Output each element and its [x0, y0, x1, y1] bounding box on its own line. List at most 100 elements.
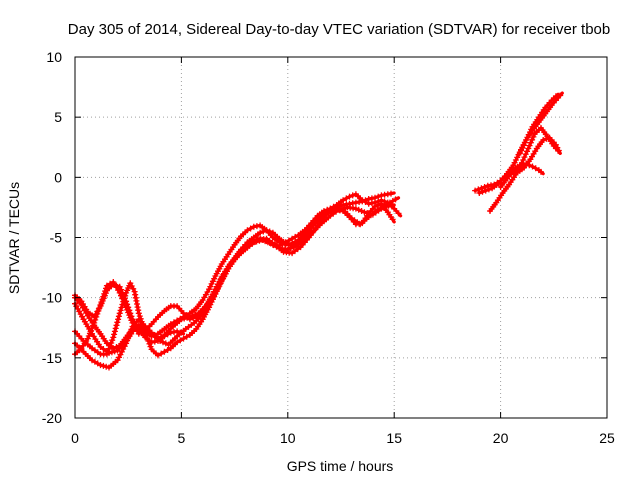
data-point — [127, 329, 134, 336]
data-point — [174, 328, 181, 335]
data-point — [138, 318, 145, 325]
data-point — [352, 205, 359, 212]
data-point — [207, 283, 214, 290]
data-point — [530, 133, 537, 140]
data-point — [113, 344, 120, 350]
data-point — [359, 197, 366, 204]
data-point — [511, 159, 518, 166]
data-point — [116, 310, 123, 317]
data-point — [543, 135, 550, 142]
data-point — [119, 289, 126, 296]
data-point — [115, 316, 122, 323]
data-point — [514, 154, 521, 161]
data-point — [116, 283, 123, 290]
data-point — [91, 319, 98, 326]
data-point — [111, 328, 118, 335]
data-point — [125, 334, 132, 341]
data-point — [260, 228, 267, 235]
data-point — [127, 310, 134, 317]
x-tick-label: 20 — [493, 430, 509, 446]
data-point — [526, 162, 533, 169]
data-point — [180, 335, 187, 342]
data-point — [527, 129, 533, 136]
data-point — [522, 151, 529, 158]
data-point — [128, 326, 135, 333]
y-tick-label: 0 — [54, 169, 62, 185]
data-point — [162, 340, 169, 347]
data-point — [555, 147, 562, 154]
data-point — [102, 290, 109, 297]
data-point — [155, 352, 161, 359]
x-tick-label: 15 — [386, 430, 402, 446]
data-point — [124, 337, 131, 344]
x-tick-label: 0 — [71, 430, 79, 446]
data-point — [321, 211, 327, 218]
data-point — [346, 193, 353, 200]
data-point — [147, 343, 154, 350]
grid — [75, 57, 607, 418]
data-point — [105, 348, 111, 355]
data-point — [160, 339, 166, 346]
data-point — [525, 145, 532, 152]
data-point — [148, 332, 155, 338]
data-point — [190, 315, 197, 322]
data-point — [161, 333, 168, 340]
series-track-2 — [72, 196, 401, 356]
axis-ticks: 0 5 10 15 20 25 -20 -15 -10 -5 0 5 10 — [42, 49, 615, 446]
data-point — [128, 313, 135, 320]
data-point — [125, 304, 132, 311]
x-tick-label: 10 — [280, 430, 296, 446]
data-point — [177, 329, 184, 336]
data-point — [120, 292, 127, 299]
data-point — [109, 337, 116, 344]
data-point — [472, 187, 479, 194]
data-point — [126, 307, 133, 314]
data-point — [140, 324, 147, 331]
series-track-9 — [476, 134, 562, 196]
data-point — [181, 315, 188, 322]
data-point — [110, 334, 117, 341]
data-point — [266, 239, 273, 246]
data-point — [343, 195, 350, 202]
data-point — [121, 295, 128, 302]
data-point — [479, 188, 486, 195]
data-point — [257, 235, 264, 242]
chart-title: Day 305 of 2014, Sidereal Day-to-day VTE… — [68, 21, 610, 38]
data-point — [361, 209, 368, 216]
series-track-11 — [516, 92, 560, 157]
data-point — [485, 186, 492, 193]
data-point — [263, 238, 270, 245]
data-point — [108, 340, 115, 346]
data-point — [526, 142, 533, 149]
data-point — [388, 190, 394, 197]
data-point — [113, 282, 120, 289]
data-point — [124, 301, 131, 308]
data-point — [123, 298, 130, 305]
data-series — [72, 91, 564, 371]
data-point — [107, 342, 114, 349]
series-line — [73, 196, 401, 355]
data-point — [183, 333, 190, 340]
data-point — [174, 339, 181, 346]
y-tick-label: 10 — [46, 49, 62, 65]
data-point — [362, 199, 369, 205]
data-point — [381, 198, 388, 205]
data-point — [113, 322, 120, 329]
data-point — [524, 148, 530, 155]
y-tick-label: -5 — [50, 230, 63, 246]
y-tick-label: -15 — [42, 350, 62, 366]
data-point — [476, 190, 483, 196]
data-point — [106, 345, 112, 352]
data-point — [114, 319, 121, 326]
data-point — [257, 229, 264, 236]
data-point — [529, 163, 536, 170]
data-point — [395, 210, 402, 217]
data-point — [115, 313, 122, 320]
data-point — [260, 236, 267, 243]
x-tick-label: 25 — [599, 430, 615, 446]
data-point — [108, 349, 115, 356]
data-point — [524, 134, 531, 141]
series-track-5 — [72, 200, 396, 358]
data-point — [276, 242, 283, 249]
y-tick-label: 5 — [54, 109, 62, 125]
